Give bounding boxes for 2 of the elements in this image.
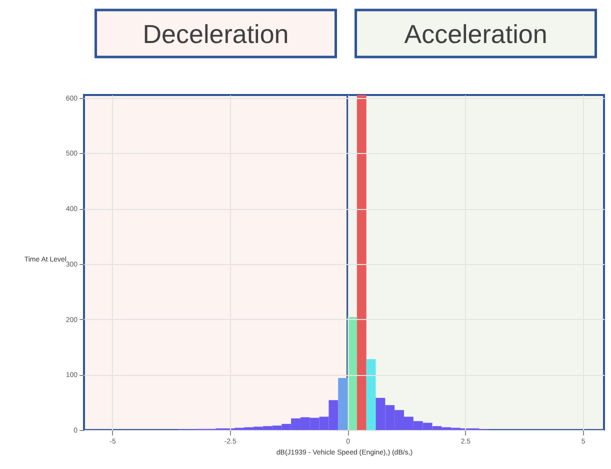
band-label: Deceleration (142, 19, 289, 49)
band-label: Acceleration (404, 19, 548, 49)
